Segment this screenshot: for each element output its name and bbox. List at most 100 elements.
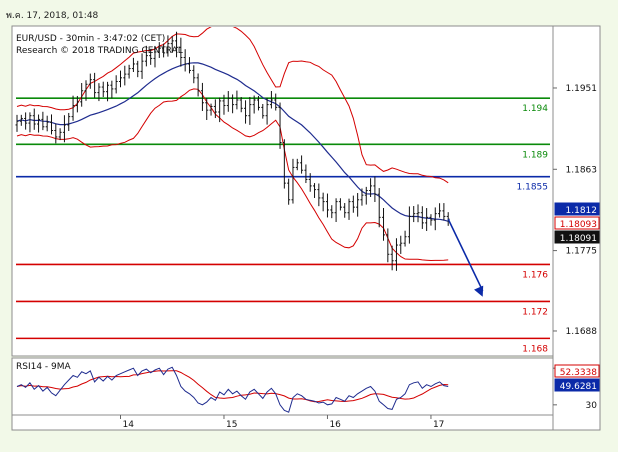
level-label-4: 1.172 (522, 307, 548, 317)
price-candle-84 (377, 188, 381, 228)
price-candle-21 (106, 81, 110, 102)
price-candle-1 (19, 114, 23, 126)
price-candle-46 (213, 99, 217, 119)
price-candle-14 (75, 95, 79, 113)
price-candle-90 (403, 230, 407, 247)
level-label-5: 1.168 (522, 344, 548, 354)
price-candle-93 (416, 204, 420, 223)
price-candle-65 (295, 158, 299, 171)
price-candle-53 (244, 100, 248, 124)
timestamp: พ.ค. 17, 2018, 01:48 (6, 11, 99, 21)
price-candle-51 (235, 90, 239, 110)
rsi-tag-box-1 (554, 378, 600, 392)
price-candle-44 (205, 98, 209, 120)
price-axis-label-0: 1.1951 (566, 84, 598, 94)
price-axis-label-2: 1.1775 (566, 247, 598, 257)
price-candle-70 (317, 183, 321, 207)
price-tag-1: 1.18093 (560, 220, 597, 230)
price-candle-95 (425, 208, 429, 231)
rsi-lines (16, 366, 449, 413)
price-candle-52 (239, 97, 243, 113)
price-candle-68 (308, 173, 312, 192)
price-candle-25 (123, 65, 127, 86)
price-candle-76 (343, 203, 347, 218)
price-candle-86 (386, 228, 390, 263)
price-candle-12 (67, 112, 71, 131)
price-candle-73 (330, 205, 334, 219)
price-tag-box-2 (554, 230, 600, 244)
price-candle-88 (394, 238, 398, 271)
time-axis-labels: 14 15 16 17 (119, 415, 444, 430)
price-candle-17 (88, 73, 92, 89)
price-candle-45 (209, 103, 213, 116)
level-label-3: 1.176 (522, 270, 548, 280)
price-candle-2 (24, 112, 28, 130)
price-candle-32 (153, 45, 157, 68)
price-candle-9 (54, 123, 58, 144)
bollinger-lower-band (16, 88, 449, 262)
price-candle-75 (338, 198, 342, 211)
price-candle-58 (265, 97, 269, 125)
price-candle-63 (287, 178, 291, 205)
rsi-title: RSI14 - 9MA (16, 362, 72, 372)
price-tag-box-1 (554, 216, 600, 230)
rsi-tag-1: 49.6281 (560, 382, 597, 392)
time-axis-label-2: 16 (329, 420, 341, 430)
time-axis-label-0: 14 (122, 420, 134, 430)
price-candle-22 (110, 80, 114, 99)
price-tag-box-0 (554, 202, 600, 216)
price-candle-4 (32, 108, 36, 130)
price-candle-50 (231, 94, 235, 114)
price-candle-66 (300, 155, 304, 174)
price-candle-98 (438, 203, 442, 218)
price-candle-0 (15, 114, 19, 132)
price-candle-97 (433, 207, 437, 231)
price-candle-87 (390, 245, 394, 271)
price-candle-41 (192, 65, 196, 84)
price-candle-61 (278, 102, 282, 149)
price-candle-38 (179, 37, 183, 67)
price-candle-78 (351, 195, 355, 213)
price-candle-8 (49, 114, 53, 135)
price-candle-69 (313, 183, 317, 198)
price-candle-13 (71, 95, 75, 121)
price-candle-19 (97, 83, 101, 102)
price-candle-30 (144, 45, 148, 67)
price-candle-71 (321, 192, 325, 212)
price-candle-77 (347, 198, 351, 220)
price-candle-55 (252, 95, 256, 114)
price-axis: 1.1951 1.1863 1.1775 1.1688 1.1812 1.18093 1.1… (553, 84, 600, 337)
price-candle-91 (407, 206, 411, 244)
rsi-tag-0: 52.3338 (560, 368, 597, 378)
rsi-tag-box-0 (554, 364, 600, 378)
price-candle-54 (248, 96, 252, 125)
price-candle-57 (261, 104, 265, 119)
price-candle-11 (62, 115, 66, 143)
price-plot-area: 1.194 1.189 1.1855 1.176 1.172 1.168 (15, 27, 550, 354)
price-candle-72 (325, 193, 329, 218)
price-candle-96 (429, 214, 433, 226)
price-candle-7 (45, 115, 49, 132)
price-candle-85 (382, 208, 386, 241)
price-candle-23 (114, 75, 118, 94)
price-candle-99 (442, 203, 446, 221)
price-candle-92 (412, 206, 416, 223)
rsi-line (16, 366, 449, 413)
level-label-1: 1.189 (522, 150, 548, 160)
forecast-arrow-shaft (447, 218, 484, 292)
price-candle-82 (369, 178, 373, 197)
price-candle-37 (175, 31, 179, 58)
rsi-axis-label-1: 30 (586, 401, 598, 411)
price-candle-35 (166, 35, 170, 57)
price-candle-27 (131, 57, 135, 73)
price-candle-6 (41, 111, 45, 131)
price-candle-67 (304, 164, 308, 184)
price-candle-31 (149, 49, 153, 65)
price-axis-label-1: 1.1863 (566, 165, 598, 175)
rsi-panel (11, 357, 554, 416)
price-candle-79 (356, 193, 360, 217)
time-axis-label-3: 17 (433, 420, 444, 430)
